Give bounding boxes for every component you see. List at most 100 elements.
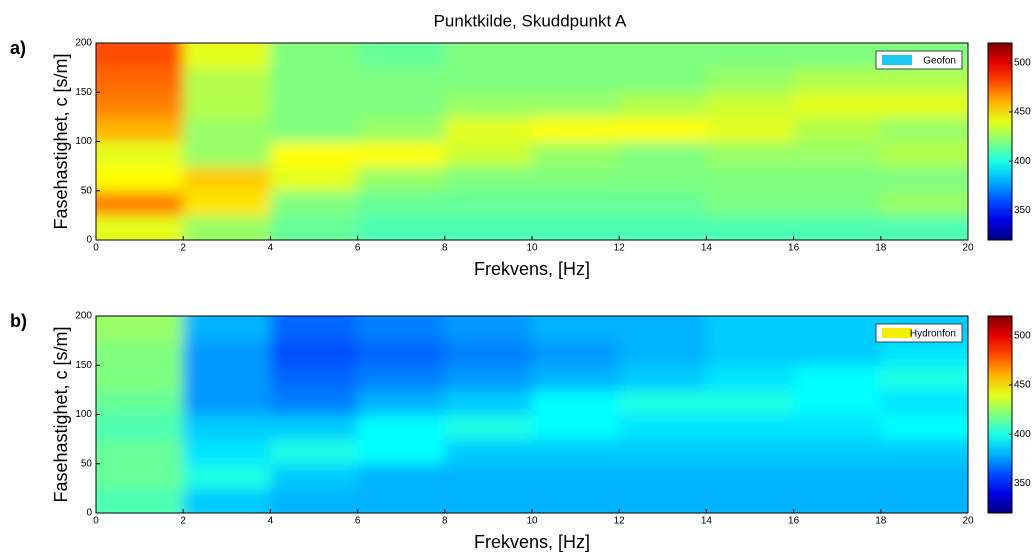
- colorbar: [987, 315, 1013, 514]
- legend-swatch: [882, 328, 912, 338]
- heatmap-cell: [619, 389, 707, 415]
- heatmap-cell: [183, 439, 271, 465]
- y-axis-title: Fasehastighet, c [s/m]: [51, 53, 71, 229]
- plot-area: [96, 43, 968, 240]
- heatmap-cell: [880, 463, 968, 489]
- heatmap-cell: [96, 67, 184, 93]
- heatmap-cell: [880, 215, 968, 240]
- y-tick-label: 50: [81, 458, 93, 469]
- heatmap-cell: [706, 215, 795, 240]
- heatmap-cell: [532, 488, 620, 513]
- heatmap-cell: [357, 340, 446, 366]
- heatmap-cell: [619, 166, 707, 192]
- x-tick-label: 18: [875, 243, 887, 254]
- heatmap-cell: [532, 414, 620, 440]
- heatmap-cell: [444, 141, 533, 167]
- heatmap-cell: [532, 389, 620, 415]
- heatmap-cell: [793, 488, 882, 513]
- x-tick-label: 20: [962, 243, 974, 254]
- heatmap-cell: [444, 389, 533, 415]
- heatmap-cell: [96, 190, 184, 216]
- x-tick-label: 12: [614, 516, 626, 527]
- heatmap-cell: [706, 414, 795, 440]
- heatmap-cell: [619, 92, 707, 118]
- heatmap-cell: [880, 141, 968, 167]
- y-tick-label: 50: [81, 185, 93, 196]
- heatmap-cell: [532, 141, 620, 167]
- heatmap-cell: [532, 316, 620, 342]
- heatmap-cell: [793, 365, 882, 391]
- colorbar-tick-label: 400: [1014, 429, 1031, 440]
- heatmap-cell: [270, 116, 359, 142]
- colorbar-tick-label: 450: [1014, 107, 1031, 118]
- x-axis-title: Frekvens, [Hz]: [474, 532, 590, 552]
- x-tick-label: 4: [268, 516, 274, 527]
- y-tick-label: 200: [75, 38, 92, 49]
- heatmap: [96, 316, 968, 513]
- heatmap-cell: [706, 365, 795, 391]
- heatmap-cell: [444, 463, 533, 489]
- heatmap-cell: [183, 389, 271, 415]
- heatmap-cell: [793, 43, 882, 69]
- heatmap-cell: [444, 365, 533, 391]
- x-axis-title: Frekvens, [Hz]: [474, 259, 590, 279]
- x-tick-label: 8: [442, 516, 448, 527]
- heatmap-cell: [444, 116, 533, 142]
- heatmap-cell: [619, 116, 707, 142]
- heatmap-cell: [96, 340, 184, 366]
- plot-area: [96, 316, 968, 513]
- heatmap-cell: [357, 141, 446, 167]
- heatmap-cell: [619, 43, 707, 69]
- heatmap-cell: [532, 190, 620, 216]
- heatmap-cell: [880, 488, 968, 513]
- heatmap-cell: [619, 340, 707, 366]
- heatmap-cell: [183, 316, 271, 342]
- heatmap-cell: [880, 414, 968, 440]
- heatmap-cell: [880, 116, 968, 142]
- y-tick-label: 0: [86, 235, 92, 246]
- heatmap-cell: [357, 166, 446, 192]
- heatmap-cell: [619, 215, 707, 240]
- heatmap-cell: [444, 67, 533, 93]
- heatmap-cell: [96, 141, 184, 167]
- heatmap-cell: [183, 141, 271, 167]
- heatmap-cell: [96, 215, 184, 240]
- y-tick-label: 100: [75, 136, 92, 147]
- y-axis-title: Fasehastighet, c [s/m]: [51, 326, 71, 502]
- heatmap-cell: [270, 340, 359, 366]
- heatmap-cell: [793, 116, 882, 142]
- heatmap-cell: [357, 67, 446, 93]
- heatmap-cell: [793, 316, 882, 342]
- heatmap-cell: [357, 92, 446, 118]
- heatmap-cell: [357, 190, 446, 216]
- heatmap-cell: [793, 439, 882, 465]
- panel-label: a): [10, 38, 26, 58]
- heatmap-cell: [532, 116, 620, 142]
- heatmap-cell: [270, 43, 359, 69]
- heatmap-cell: [619, 439, 707, 465]
- heatmap-cell: [793, 166, 882, 192]
- heatmap-cell: [96, 166, 184, 192]
- heatmap-cell: [793, 414, 882, 440]
- heatmap-cell: [270, 488, 359, 513]
- x-tick-label: 10: [526, 516, 538, 527]
- heatmap-cell: [444, 215, 533, 240]
- heatmap-cell: [706, 439, 795, 465]
- colorbar-tick-label: 350: [1014, 478, 1031, 489]
- heatmap-cell: [793, 141, 882, 167]
- heatmap-cell: [183, 166, 271, 192]
- x-tick-label: 6: [355, 516, 361, 527]
- y-tick-label: 0: [86, 508, 92, 519]
- x-tick-label: 6: [355, 243, 361, 254]
- heatmap-cell: [270, 389, 359, 415]
- heatmap-cell: [183, 92, 271, 118]
- heatmap-cell: [183, 340, 271, 366]
- heatmap-cell: [880, 439, 968, 465]
- heatmap-cell: [880, 190, 968, 216]
- heatmap-cell: [619, 488, 707, 513]
- heatmap-cell: [357, 116, 446, 142]
- heatmap-cell: [96, 389, 184, 415]
- x-tick-label: 20: [962, 516, 974, 527]
- heatmap-cell: [532, 439, 620, 465]
